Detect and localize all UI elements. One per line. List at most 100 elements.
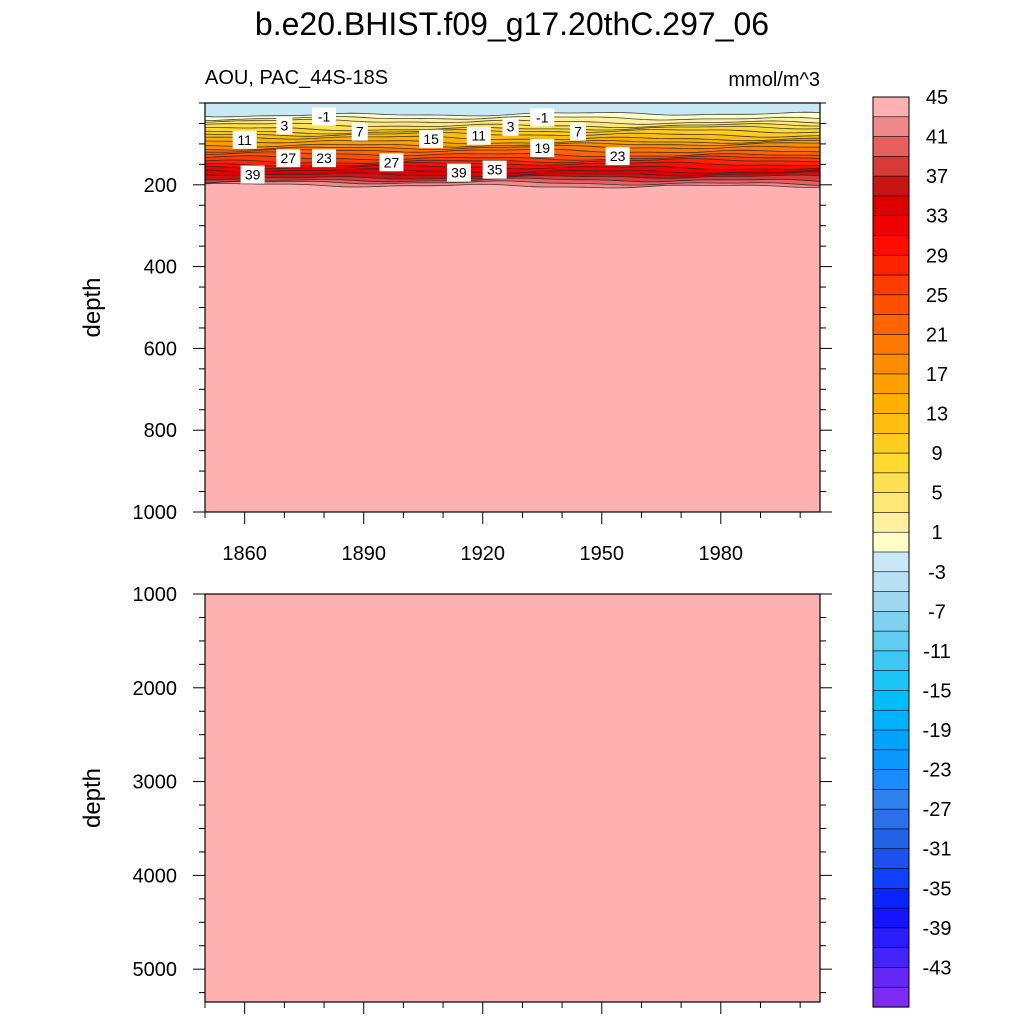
colorbar-label: 45 [926, 87, 948, 109]
y-tick-label: 3000 [133, 772, 178, 794]
contour-line [204, 135, 820, 142]
contour-label: 11 [466, 126, 491, 145]
contour-label-text: 23 [316, 150, 332, 166]
contour-label-box [482, 160, 507, 179]
colorbar-label: -19 [923, 720, 952, 742]
units-label: mmol/m^3 [728, 69, 820, 91]
contour-label: 23 [605, 147, 630, 166]
colorbar-box [872, 927, 910, 949]
colorbar: -43-39-35-31-27-23-19-15-11-7-3159131721… [872, 87, 952, 1008]
y-tick-label: 400 [144, 257, 177, 279]
colorbar-label: 25 [926, 285, 948, 307]
y-tick-label: 1000 [133, 502, 178, 524]
contour-band [205, 116, 820, 125]
contour-line [204, 155, 821, 161]
contour-label-text: 7 [356, 124, 364, 140]
contour-label-box [312, 107, 337, 126]
contour-label: 23 [312, 149, 337, 168]
plot-frame [204, 593, 821, 1003]
contour-line [204, 177, 821, 184]
contour-label-box [379, 153, 404, 172]
y-tick-label: 200 [144, 175, 177, 197]
contour-line [204, 151, 821, 158]
contour-line [204, 171, 820, 177]
colorbar-box [872, 709, 910, 731]
contour-line [204, 161, 821, 167]
colorbar-box [872, 591, 910, 612]
contour-label-text: 35 [487, 162, 503, 178]
y-axis-label: depth [79, 768, 106, 828]
contour-label-box [276, 149, 301, 168]
contour-label-box [502, 117, 519, 136]
colorbar-box [872, 512, 910, 533]
colorbar-box [872, 452, 910, 474]
y-tick-label: 1000 [133, 584, 178, 606]
contour-band [205, 145, 820, 153]
x-tick-label: 1980 [699, 543, 744, 565]
contour-label: 3 [502, 117, 519, 136]
colorbar-box [872, 472, 910, 494]
colorbar-box [872, 986, 910, 1008]
colorbar-label: -27 [923, 799, 952, 821]
lower-depth-panel: 1000 2000 3000 4000 5000 depth [79, 584, 832, 1014]
contour-label-box [569, 122, 586, 141]
contour-label-text: 19 [534, 140, 550, 156]
colorbar-label: 9 [931, 443, 942, 465]
contour-line [204, 168, 821, 174]
colorbar-box [872, 967, 910, 988]
variable-label: AOU, PAC_44S-18S [205, 67, 388, 89]
colorbar-label: 5 [931, 483, 942, 505]
contour-label-text: -1 [536, 109, 549, 125]
colorbar-label: -7 [928, 601, 946, 623]
colorbar-box [872, 156, 910, 177]
colorbar-box [872, 571, 910, 593]
contour-label-box [446, 163, 471, 182]
contour-label-box [419, 129, 444, 148]
colorbar-label: -11 [923, 641, 950, 663]
colorbar-box [872, 116, 910, 138]
colorbar-box [872, 175, 910, 197]
contour-label-text: -1 [318, 108, 331, 124]
contour-label-text: 39 [245, 167, 261, 183]
colorbar-label: 1 [931, 522, 942, 544]
contour-label: 39 [446, 163, 471, 182]
contour-label: -1 [312, 107, 337, 126]
colorbar-box [872, 611, 910, 632]
colorbar-box [872, 353, 910, 375]
colorbar-label: -35 [923, 878, 952, 900]
contour-label-text: 11 [472, 128, 487, 144]
colorbar-label: -43 [923, 957, 952, 979]
colorbar-box [872, 314, 910, 335]
contour-label: 19 [530, 138, 555, 157]
contour-label: 7 [569, 122, 586, 141]
colorbar-box [872, 828, 910, 850]
y-axis-label: depth [79, 277, 106, 337]
contour-band [205, 175, 820, 183]
colorbar-box [872, 947, 910, 969]
contour-label: 27 [276, 149, 301, 168]
colorbar-label: -31 [923, 839, 952, 861]
y-tick-label: 4000 [133, 865, 178, 887]
colorbar-box [872, 531, 910, 553]
colorbar-box [872, 848, 910, 870]
colorbar-box [872, 96, 910, 118]
colorbar-box [872, 215, 910, 237]
contour-band [205, 142, 820, 151]
colorbar-box [872, 195, 910, 217]
contour-label-box [276, 116, 293, 135]
colorbar-box [872, 294, 910, 316]
colorbar-frame [872, 96, 910, 1008]
contour-band [205, 180, 820, 188]
contour-label-box [232, 130, 257, 149]
contour-line [204, 158, 821, 164]
colorbar-box [872, 808, 910, 830]
colorbar-box [872, 868, 910, 889]
field-background [205, 594, 820, 1002]
contour-label-box [530, 138, 555, 157]
contour-line [204, 164, 821, 171]
colorbar-box [872, 630, 910, 652]
contour-label-text: 27 [384, 154, 400, 170]
contour-line [204, 174, 821, 181]
contour-label-box [605, 147, 630, 166]
colorbar-box [872, 789, 910, 810]
